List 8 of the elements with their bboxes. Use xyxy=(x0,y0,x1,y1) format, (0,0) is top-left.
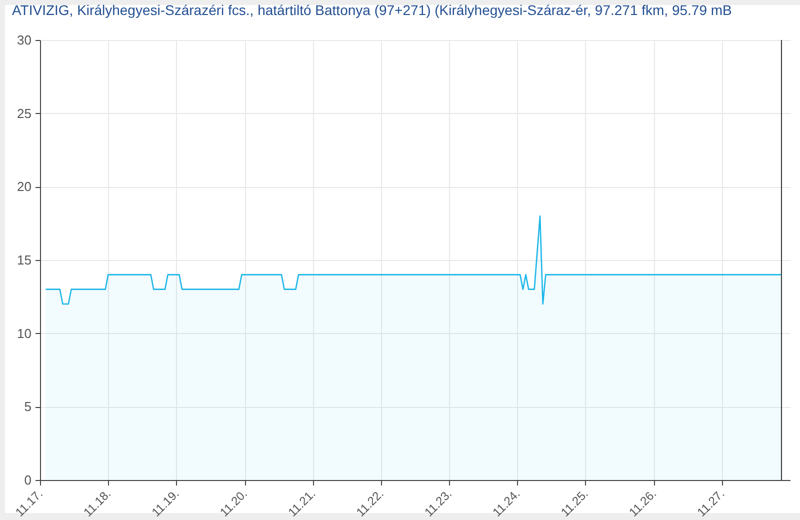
y-tick-label: 10 xyxy=(17,326,32,341)
chart-title: ATIVIZIG, Királyhegyesi-Szárazéri fcs., határtiltó Battonya (97+271) (Királyhegyesi-Száraz-ér, 97.271 fkm, 95.79 mB xyxy=(12,2,732,18)
y-tick-label: 20 xyxy=(17,179,32,194)
y-tick-label: 0 xyxy=(24,472,32,488)
y-tick-label: 30 xyxy=(17,32,32,48)
y-tick-label: 15 xyxy=(17,252,32,268)
y-tick-label: 25 xyxy=(17,106,32,121)
y-tick-label: 5 xyxy=(24,399,32,414)
